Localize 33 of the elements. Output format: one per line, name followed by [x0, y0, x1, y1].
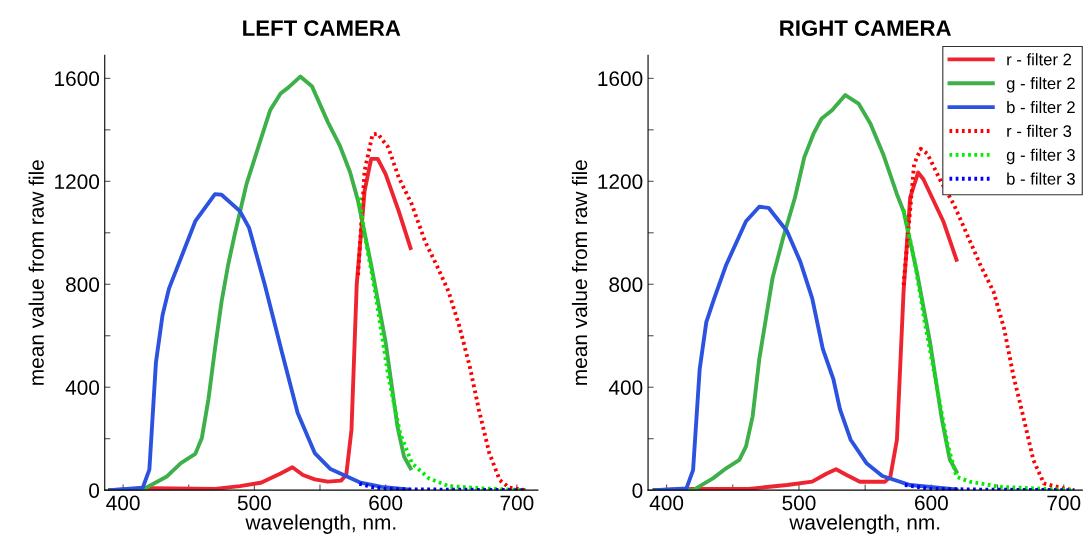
chart-title: RIGHT CAMERA — [780, 20, 951, 36]
y-tick-label: 400 — [65, 380, 100, 395]
y-tick-label: 0 — [632, 483, 643, 498]
y-tick-label: 0 — [89, 483, 100, 498]
x-tick-label: 500 — [782, 495, 816, 511]
x-tick-label: 400 — [106, 495, 140, 511]
y-tick-label: 800 — [609, 277, 643, 293]
legend-label: g - filter 2 — [1006, 77, 1075, 93]
x-axis-title: wavelength, nm. — [245, 514, 396, 534]
line-series — [357, 195, 528, 491]
y-axis-title: mean value from raw file — [571, 160, 588, 385]
x-tick-label: 500 — [237, 495, 271, 511]
y-tick-label: 1200 — [55, 174, 100, 190]
x-tick-label: 400 — [649, 495, 684, 511]
y-tick-label: 400 — [608, 380, 643, 395]
y-tick-label: 1600 — [598, 71, 643, 87]
legend-label: r - filter 2 — [1007, 53, 1072, 66]
x-axis-title: wavelength, nm. — [789, 514, 940, 534]
chart-title: LEFT CAMERA — [243, 20, 401, 36]
y-tick-label: 1600 — [55, 71, 100, 87]
y-tick-label: 1200 — [598, 174, 643, 190]
legend-label: g - filter 3 — [1006, 148, 1075, 165]
legend-label: b - filter 2 — [1007, 100, 1075, 114]
y-tick-label: 800 — [66, 277, 100, 293]
x-tick-label: 600 — [915, 495, 948, 511]
legend-label: r - filter 3 — [1007, 124, 1072, 138]
legend-label: b - filter 3 — [1007, 172, 1075, 185]
x-tick-label: 700 — [500, 495, 534, 511]
line-series — [901, 146, 1077, 491]
y-axis-title: mean value from raw file — [28, 160, 44, 385]
line-series — [356, 131, 528, 491]
x-tick-label: 700 — [1047, 495, 1081, 511]
x-tick-label: 600 — [369, 495, 403, 511]
